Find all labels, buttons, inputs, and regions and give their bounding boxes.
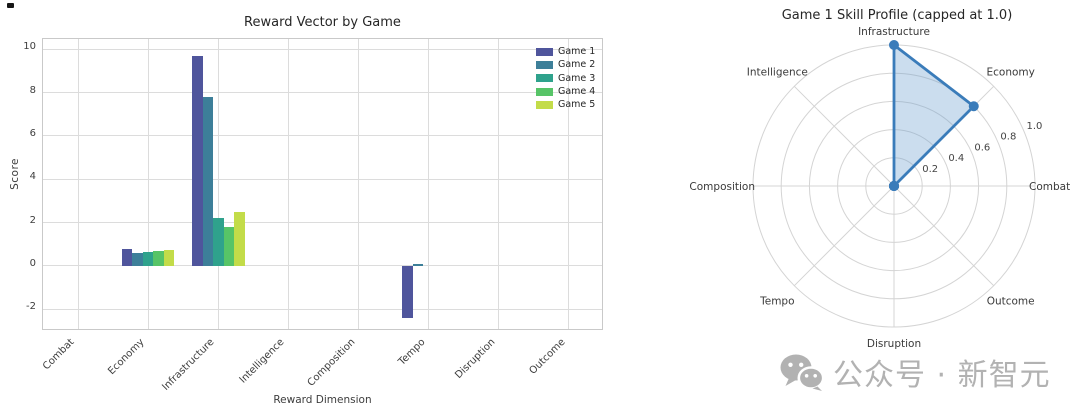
radar-category-label-economy: Economy <box>986 66 1034 78</box>
bar-game-5-economy <box>163 249 175 266</box>
bar-game-5-infrastructure <box>234 211 245 266</box>
radar-grid-spoke <box>793 185 895 287</box>
y-gridline <box>43 178 602 180</box>
radar-data-polygon <box>892 43 976 188</box>
y-gridline <box>43 265 602 267</box>
radar-grid-spoke <box>793 85 895 187</box>
y-gridline <box>43 135 602 137</box>
x-gridline <box>287 39 289 329</box>
legend-item-label: Game 4 <box>558 86 596 98</box>
corner-artifact <box>7 3 14 8</box>
legend-item: Game 2 <box>536 58 595 71</box>
radar-r-tick-label: 0.8 <box>1000 132 1016 143</box>
radar-r-tick-label: 1.0 <box>1026 121 1042 132</box>
radar-data-marker <box>889 40 899 50</box>
bar-game-3-economy <box>142 251 154 266</box>
legend-item: Game 1 <box>536 45 595 58</box>
y-gridline <box>43 92 602 94</box>
bar-game-1-tempo <box>402 265 413 318</box>
y-tick-label: 4 <box>29 171 36 183</box>
legend-item-label: Game 3 <box>558 72 596 84</box>
legend-swatch <box>536 47 553 56</box>
reward-vector-bar-chart: Reward Vector by Game Score 10 8 6 4 2 0 -2 Co… <box>9 15 603 406</box>
bar-game-2-economy <box>132 252 143 266</box>
y-gridline <box>43 222 602 224</box>
legend-item-label: Game 5 <box>558 99 596 111</box>
legend-item: Game 5 <box>536 98 595 111</box>
x-gridline <box>217 39 219 329</box>
x-gridline <box>358 39 360 329</box>
radar-r-tick-label: 0.6 <box>974 142 990 153</box>
legend-item-label: Game 1 <box>558 46 596 58</box>
legend-swatch <box>536 60 553 69</box>
radar-category-label-combat: Combat <box>1029 181 1070 193</box>
y-tick-label: 0 <box>29 257 36 269</box>
x-gridline <box>428 39 430 329</box>
x-gridline <box>498 39 500 329</box>
y-tick-label: 10 <box>23 41 36 53</box>
radar-category-label-intelligence: Intelligence <box>747 66 808 78</box>
x-gridline <box>77 39 79 329</box>
y-gridline <box>43 48 602 50</box>
radar-category-label-tempo: Tempo <box>759 296 794 308</box>
bar-game-4-economy <box>153 250 164 266</box>
x-gridline <box>147 39 149 329</box>
legend-item: Game 4 <box>536 85 595 98</box>
bar-game-2-tempo <box>412 263 424 266</box>
y-tick-label: -2 <box>26 301 36 313</box>
radar-r-tick-label: 0.4 <box>948 153 964 164</box>
radar-chart-title: Game 1 Skill Profile (capped at 1.0) <box>781 8 1013 23</box>
bar-chart-x-axis-label: Reward Dimension <box>273 394 372 406</box>
y-tick-label: 6 <box>29 127 36 139</box>
x-gridline <box>568 39 570 329</box>
bar-chart-plot-area <box>42 38 603 330</box>
bar-game-1-economy <box>121 248 133 266</box>
legend-swatch <box>536 74 553 83</box>
radar-data-marker <box>889 181 899 191</box>
y-gridline <box>43 308 602 310</box>
bar-game-4-infrastructure <box>223 226 235 266</box>
watermark: 公众号 · 新智元 <box>778 350 1051 394</box>
bar-game-2-infrastructure <box>202 96 214 266</box>
y-tick-label: 8 <box>29 84 36 96</box>
radar-category-label-disruption: Disruption <box>867 338 921 350</box>
y-tick-label: 2 <box>29 214 36 226</box>
legend-swatch <box>536 87 553 96</box>
bar-game-1-infrastructure <box>192 55 203 266</box>
bar-game-3-infrastructure <box>213 218 224 266</box>
radar-category-label-outcome: Outcome <box>987 296 1035 308</box>
radar-category-label-composition: Composition <box>689 181 755 193</box>
watermark-text: 公众号 · 新智元 <box>833 358 1051 393</box>
wechat-icon <box>780 354 824 391</box>
skill-profile-radar-chart: 0.2 0.4 0.6 0.8 1.0 Infrastructure Economy Comb… <box>689 0 1080 417</box>
bar-chart-legend: Game 1 Game 2 Game 3 Game 4 Game 5 <box>536 45 595 111</box>
radar-grid-spoke <box>893 185 995 287</box>
bar-chart-title: Reward Vector by Game <box>244 15 401 30</box>
legend-swatch <box>536 100 553 109</box>
legend-item-label: Game 2 <box>558 59 596 71</box>
radar-chart-canvas: 0.2 0.4 0.6 0.8 1.0 Infrastructure Economy Comb… <box>689 26 1070 350</box>
radar-r-tick-label: 0.2 <box>922 164 938 175</box>
legend-item: Game 3 <box>536 72 595 85</box>
radar-category-label-infrastructure: Infrastructure <box>858 26 930 38</box>
radar-data-marker <box>968 101 979 112</box>
